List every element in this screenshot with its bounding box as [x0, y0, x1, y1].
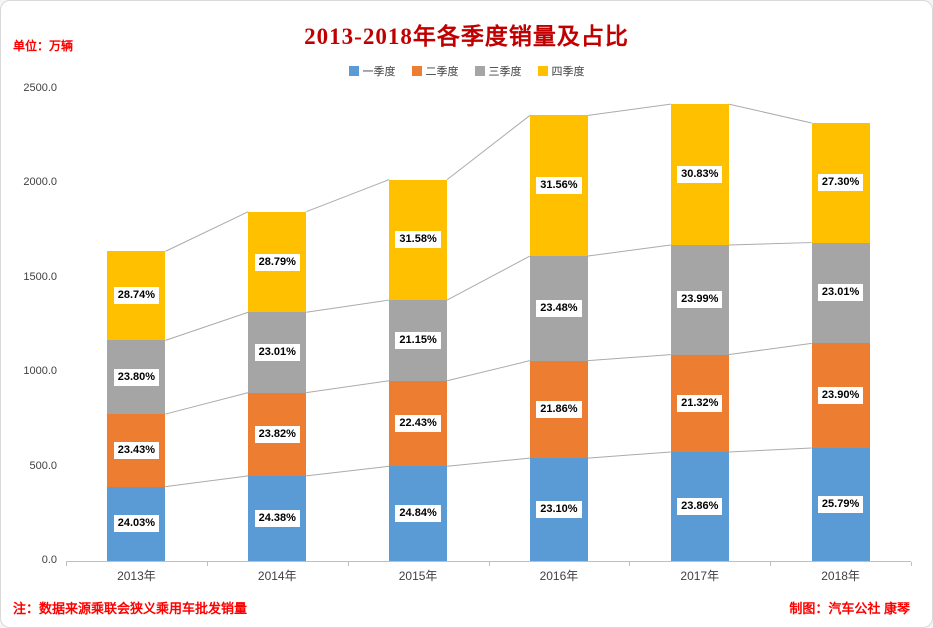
segment-percent-label: 24.03%: [113, 515, 160, 533]
bar-segment: 28.79%: [248, 211, 307, 313]
segment-percent-label: 21.86%: [536, 400, 582, 418]
source-note: 注：数据来源乘联会狭义乘用车批发销量: [13, 601, 248, 616]
bar-segment: 22.43%: [389, 380, 448, 467]
bar-segment: 23.99%: [670, 244, 729, 355]
x-axis-tick: [629, 562, 631, 566]
series-connector-lines: [165, 103, 812, 488]
segment-percent-label: 28.79%: [254, 253, 300, 271]
y-tick-label: 1000.0: [23, 365, 57, 378]
bar-segment: 23.43%: [107, 414, 166, 487]
x-axis-tick: [770, 562, 772, 566]
plot-area: 24.03% 23.43% 23.80% 28.74% 24.38% 23.82% 23.0…: [66, 89, 912, 566]
legend-label: 二季度: [425, 66, 459, 78]
x-category-label: 2018年: [821, 569, 860, 583]
segment-percent-label: 23.43%: [113, 441, 160, 459]
segment-percent-label: 27.30%: [817, 174, 864, 192]
legend-swatch: [537, 66, 548, 76]
legend-swatch: [474, 66, 485, 76]
x-axis-tick: [488, 562, 490, 566]
y-tick-label: 2000.0: [23, 176, 57, 189]
segment-percent-label: 28.74%: [113, 287, 160, 305]
bar-segment: 30.83%: [670, 104, 729, 245]
segment-percent-label: 23.01%: [254, 343, 300, 361]
segment-percent-label: 25.79%: [817, 496, 864, 514]
segment-percent-label: 23.90%: [817, 387, 864, 405]
credit-label: 制图：汽车公社 康琴: [789, 601, 910, 616]
bar-segment: 23.86%: [670, 452, 729, 561]
segment-percent-label: 23.01%: [817, 284, 864, 302]
x-axis-tick: [347, 562, 349, 566]
x-category-label: 2014年: [257, 569, 297, 583]
segment-percent-label: 23.82%: [254, 425, 300, 443]
legend-swatch: [348, 66, 359, 76]
segment-percent-label: 23.80%: [113, 368, 160, 386]
segment-percent-label: 23.86%: [677, 498, 723, 515]
y-tick-label: 500.0: [29, 459, 57, 472]
legend-swatch: [411, 66, 422, 76]
segment-percent-label: 24.84%: [395, 505, 441, 523]
y-tick-label: 2500.0: [23, 82, 57, 94]
legend-label: 四季度: [551, 66, 585, 78]
segment-percent-label: 23.10%: [536, 501, 582, 519]
bar-segment: 21.86%: [529, 360, 588, 459]
legend: 一季度 二季度 三季度 四季度: [1, 63, 932, 79]
bar-segment: 23.01%: [811, 242, 870, 344]
x-axis-tick: [206, 562, 208, 566]
bar-segment: 27.30%: [811, 122, 870, 243]
legend-item: 三季度: [474, 63, 522, 79]
bar-segment: 24.84%: [389, 466, 448, 561]
bar-segment: 23.10%: [529, 458, 588, 561]
segment-percent-label: 31.56%: [536, 177, 582, 195]
bar-segment: 31.56%: [529, 115, 588, 257]
legend-label: 一季度: [362, 66, 396, 78]
segment-percent-label: 24.38%: [254, 509, 300, 527]
segment-percent-label: 31.58%: [395, 231, 441, 249]
x-category-label: 2016年: [539, 569, 579, 583]
x-axis: 2013年 2014年 2015年 2016年 2017年 2018年: [66, 567, 911, 585]
y-axis: 0.0 500.0 1000.0 1500.0 2000.0 2500.0: [1, 82, 57, 566]
bar-segment: 28.74%: [107, 251, 166, 341]
bar-segment: 23.01%: [248, 312, 307, 393]
legend-item: 二季度: [411, 63, 459, 79]
legend-label: 三季度: [488, 66, 522, 78]
legend-item: 一季度: [348, 63, 396, 79]
segment-percent-label: 30.83%: [677, 166, 723, 184]
bar-segment: 31.58%: [389, 179, 448, 301]
bar-segment: 23.90%: [811, 343, 870, 449]
bar-segment: 23.80%: [107, 340, 166, 415]
segment-percent-label: 23.99%: [677, 291, 723, 309]
segment-percent-label: 23.48%: [536, 299, 582, 317]
legend-item: 四季度: [537, 63, 585, 79]
segment-percent-label: 21.15%: [395, 331, 441, 349]
bar-segment: 23.82%: [248, 392, 307, 476]
bar-segment: 23.48%: [529, 256, 588, 361]
x-category-label: 2017年: [680, 569, 720, 583]
x-category-label: 2013年: [117, 569, 156, 583]
unit-label: 单位：万辆: [13, 39, 74, 53]
bar-segment: 24.03%: [107, 486, 166, 561]
segment-percent-label: 22.43%: [395, 415, 441, 433]
y-tick-label: 0.0: [41, 554, 57, 566]
bar-segment: 21.15%: [389, 300, 448, 381]
chart-title: 2013-2018年各季度销量及占比: [304, 24, 629, 49]
x-axis-tick: [66, 562, 67, 566]
x-category-label: 2015年: [398, 569, 438, 583]
bar-segment: 21.32%: [670, 354, 729, 452]
bar-segment: 24.38%: [248, 475, 307, 561]
bar-segment: 25.79%: [811, 448, 870, 561]
segment-percent-label: 21.32%: [677, 394, 723, 412]
y-tick-label: 1500.0: [23, 270, 57, 283]
x-axis-tick: [911, 562, 912, 566]
